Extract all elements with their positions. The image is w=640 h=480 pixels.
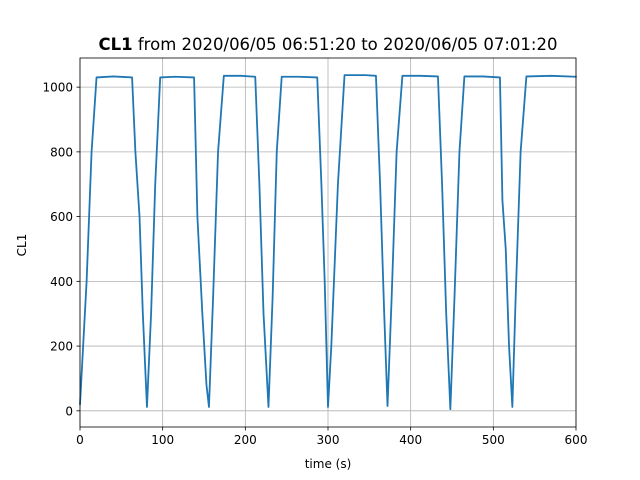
y-axis-label: CL1 — [15, 234, 29, 257]
grid-lines — [79, 58, 577, 427]
x-tick-label: 500 — [482, 433, 505, 447]
x-tick-label: 300 — [317, 433, 340, 447]
x-tick-label: 200 — [234, 433, 257, 447]
series-line-1 — [79, 74, 577, 411]
chart-title: CL1 from 2020/06/05 06:51:20 to 2020/06/… — [99, 35, 558, 54]
series-layer — [79, 74, 577, 411]
x-axis-ticks: 0 100 200 300 400 500 600 — [76, 427, 587, 447]
x-tick-label: 600 — [565, 433, 588, 447]
chart-title-series: CL1 — [99, 35, 133, 54]
chart-title-range: from 2020/06/05 06:51:20 to 2020/06/05 0… — [133, 35, 558, 54]
x-tick-label: 400 — [399, 433, 422, 447]
y-tick-label: 1000 — [42, 81, 73, 95]
x-tick-label: 0 — [76, 433, 84, 447]
y-tick-label: 800 — [50, 145, 73, 159]
y-axis-ticks: 0 200 400 600 800 1000 — [42, 81, 80, 418]
y-tick-label: 0 — [65, 404, 73, 418]
x-tick-label: 100 — [151, 433, 174, 447]
y-tick-label: 200 — [50, 340, 73, 354]
y-tick-label: 600 — [50, 210, 73, 224]
y-tick-label: 400 — [50, 275, 73, 289]
x-axis-label: time (s) — [305, 457, 352, 471]
